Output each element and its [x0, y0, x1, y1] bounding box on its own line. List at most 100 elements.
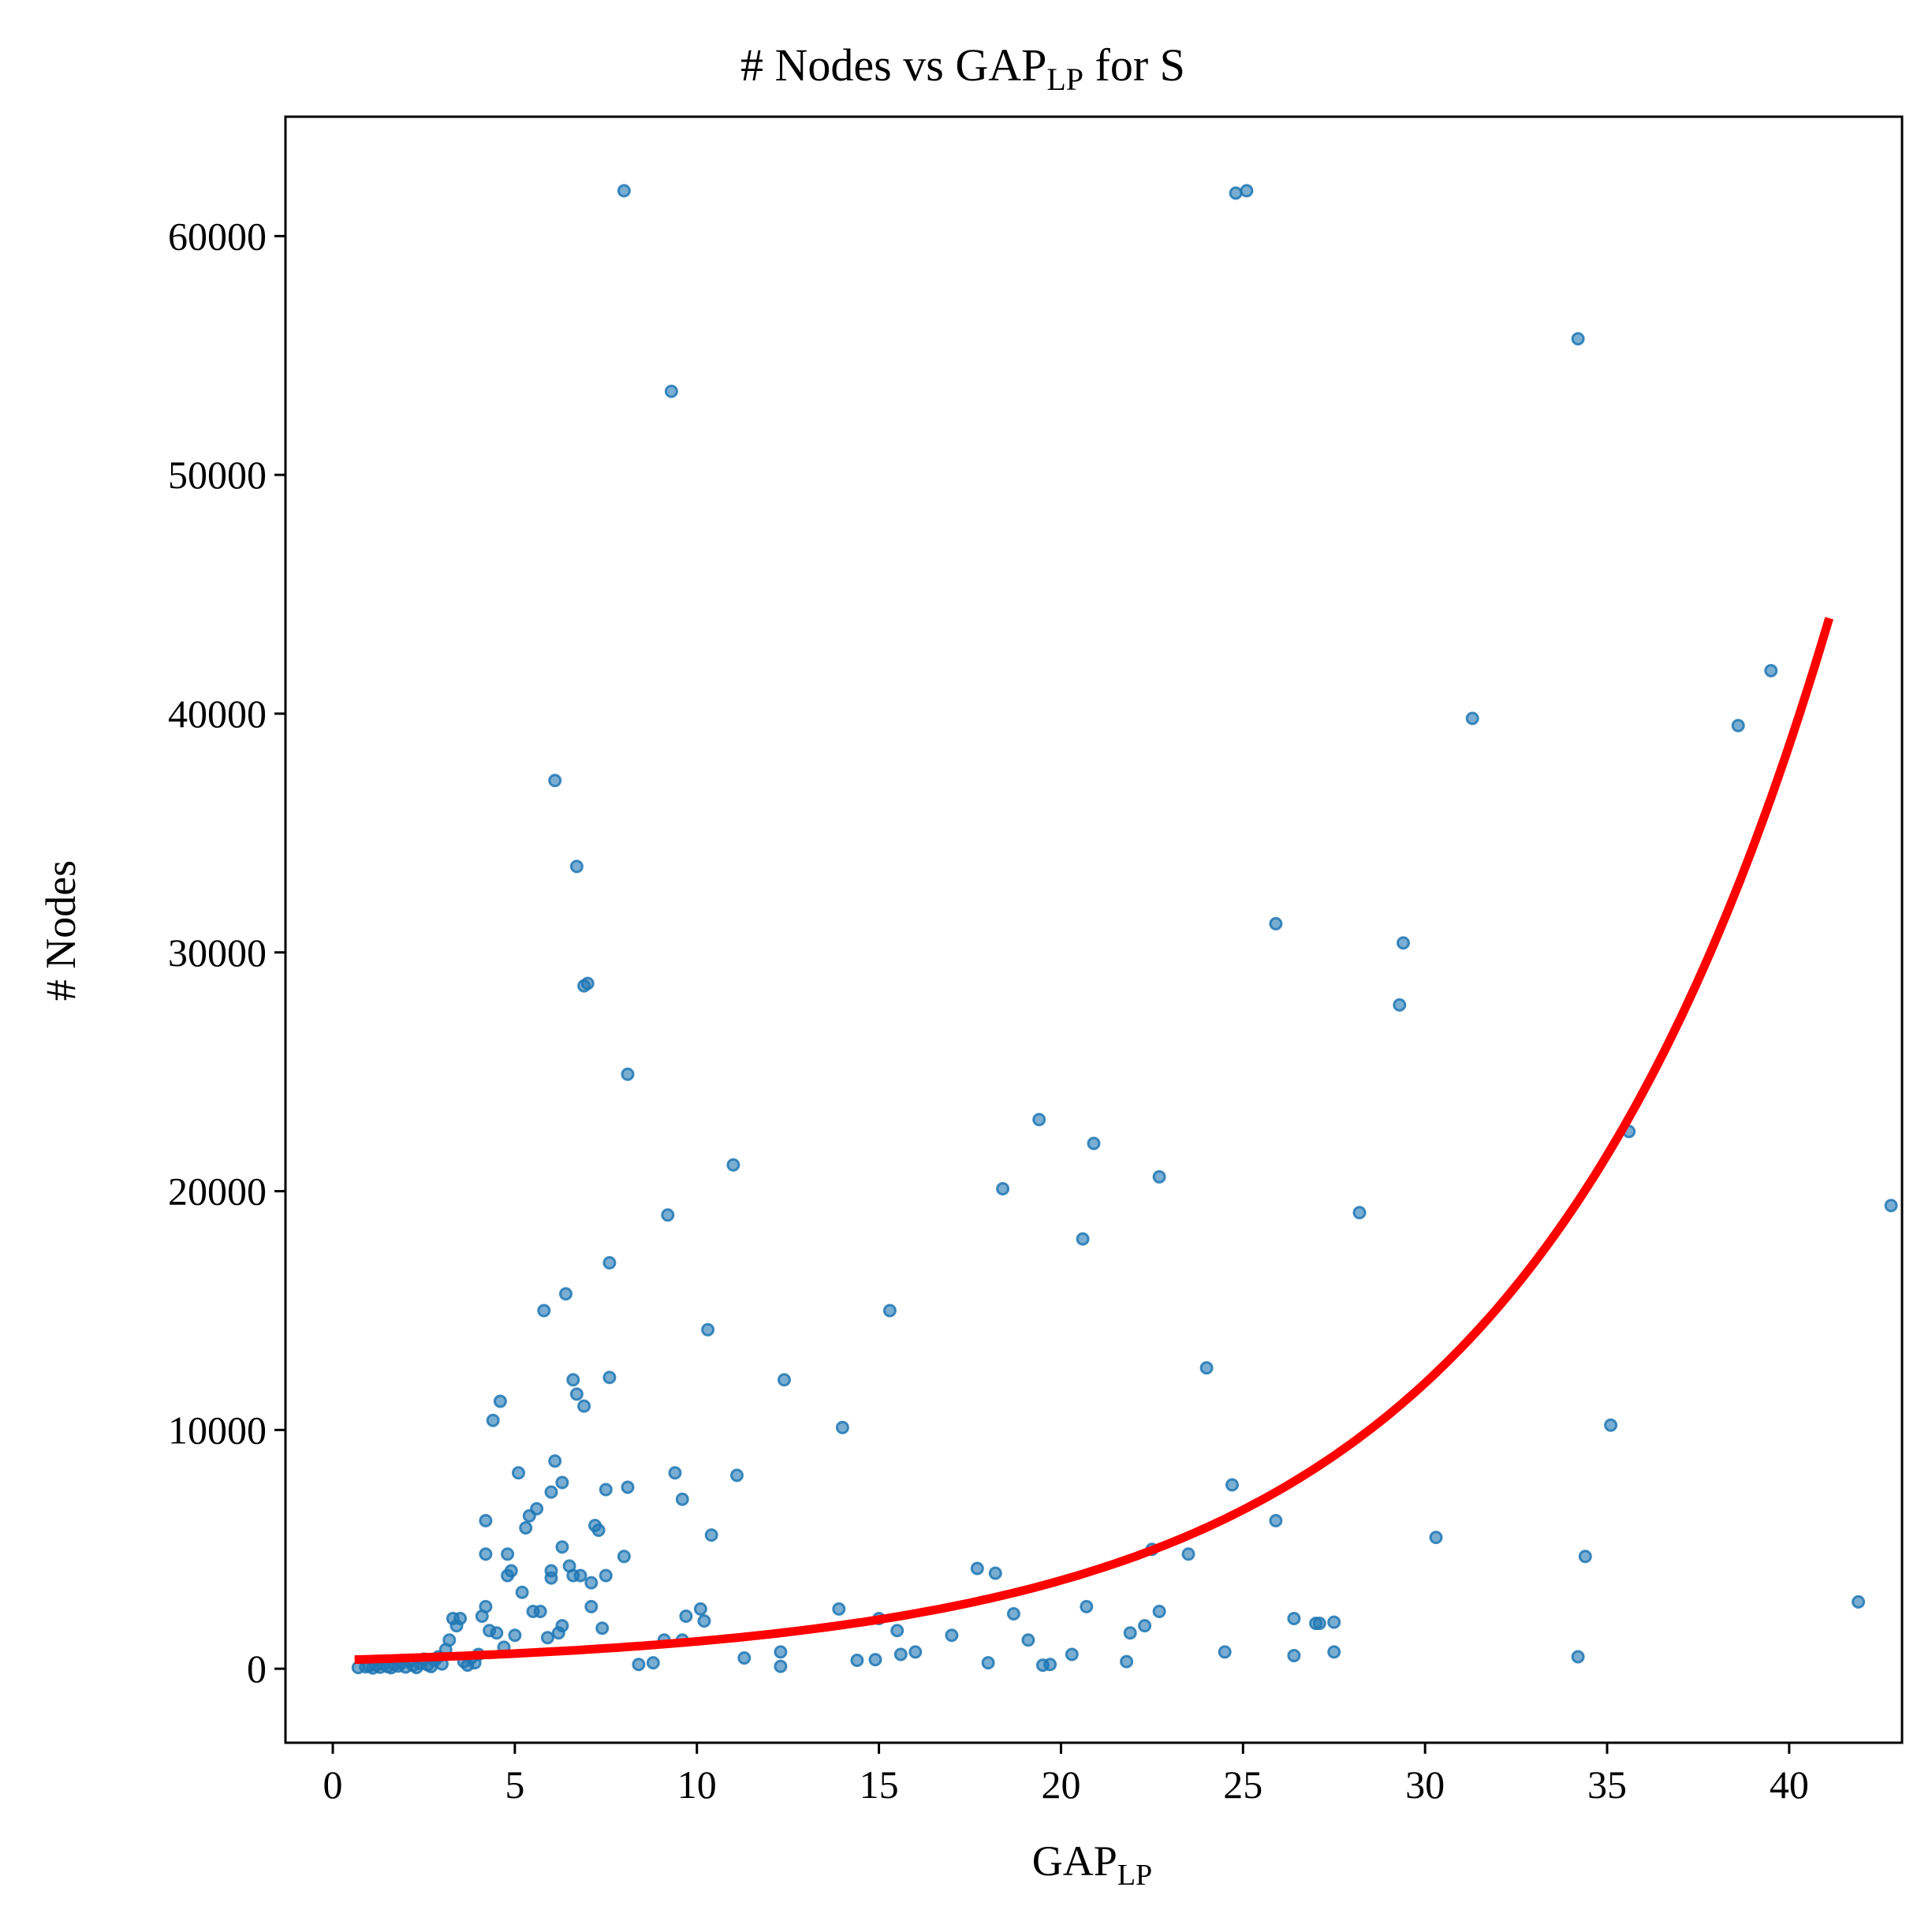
- scatter-point: [1021, 1633, 1035, 1647]
- scatter-point: [1269, 1513, 1283, 1527]
- scatter-point: [1429, 1531, 1443, 1545]
- scatter-point: [1571, 332, 1585, 346]
- scatter-point: [1393, 998, 1407, 1012]
- scatter-point: [701, 1322, 715, 1337]
- scatter-point: [530, 1501, 544, 1516]
- scatter-point: [890, 1624, 904, 1638]
- scatter-point: [1152, 1605, 1166, 1618]
- scatter-point: [661, 1208, 675, 1222]
- scatter-points: [351, 184, 1898, 1675]
- scatter-point: [1123, 1626, 1137, 1640]
- scatter-point: [832, 1602, 846, 1616]
- scatter-point: [453, 1612, 468, 1625]
- x-tick-label: 25: [1223, 1762, 1263, 1807]
- scatter-point: [595, 1621, 610, 1635]
- scatter-point: [442, 1633, 457, 1647]
- scatter-point: [617, 1550, 631, 1564]
- scatter-point: [544, 1485, 558, 1499]
- scatter-point: [1287, 1612, 1301, 1625]
- scatter-point: [508, 1628, 522, 1643]
- scatter-point: [646, 1656, 660, 1670]
- y-tick-label: 60000: [168, 214, 267, 258]
- y-tick-label: 0: [247, 1647, 267, 1691]
- scatter-point: [479, 1599, 493, 1613]
- scatter-point: [540, 1631, 554, 1645]
- scatter-point: [1287, 1649, 1301, 1662]
- scatter-point: [1065, 1647, 1079, 1662]
- scatter-point: [479, 1547, 493, 1561]
- scatter-point: [632, 1658, 646, 1672]
- scatter-point: [893, 1647, 908, 1662]
- scatter-point: [501, 1547, 515, 1561]
- chart-title-subscript: LP: [1046, 62, 1083, 97]
- y-tick-label: 20000: [168, 1169, 267, 1214]
- scatter-point: [850, 1654, 864, 1667]
- scatter-point: [1087, 1136, 1101, 1151]
- scatter-point: [559, 1287, 573, 1301]
- scatter-point: [1120, 1654, 1134, 1669]
- scatter-point: [693, 1602, 707, 1616]
- scatter-point: [996, 1182, 1010, 1195]
- scatter-point: [1604, 1418, 1618, 1432]
- scatter-point: [1731, 718, 1745, 733]
- x-tick-label: 35: [1587, 1762, 1627, 1807]
- y-tick-label: 50000: [168, 453, 267, 497]
- scatter-point: [774, 1659, 788, 1673]
- x-tick-label: 40: [1770, 1762, 1809, 1807]
- scatter-point: [1199, 1361, 1214, 1375]
- scatter-point: [580, 976, 595, 990]
- scatter-point: [675, 1492, 689, 1506]
- scatter-point: [882, 1304, 897, 1318]
- scatter-point: [679, 1609, 693, 1623]
- scatter-point: [1080, 1599, 1094, 1613]
- scatter-point: [569, 860, 584, 874]
- scatter-point: [1138, 1619, 1152, 1633]
- y-axis-label: # Nodes: [37, 860, 84, 1001]
- scatter-point: [584, 1599, 599, 1613]
- x-tick-label: 10: [677, 1762, 717, 1807]
- scatter-point: [533, 1605, 547, 1618]
- scatter-point: [1006, 1607, 1020, 1621]
- scatter-point: [774, 1645, 788, 1659]
- x-axis-label: GAPLP: [1032, 1837, 1152, 1892]
- y-tick-label: 10000: [168, 1408, 267, 1452]
- y-tick-label: 30000: [168, 931, 267, 975]
- x-tick-label: 5: [505, 1762, 524, 1807]
- scatter-point: [1269, 916, 1283, 931]
- scatter-point: [544, 1564, 558, 1578]
- scatter-point: [566, 1373, 580, 1387]
- scatter-point: [970, 1561, 984, 1576]
- scatter-point: [519, 1521, 533, 1535]
- plot-frame: [284, 115, 1904, 1744]
- scatter-point: [548, 1454, 562, 1468]
- scatter-point: [835, 1420, 849, 1434]
- scatter-point: [704, 1528, 718, 1542]
- scatter-point: [1229, 186, 1243, 200]
- scatter-point: [1225, 1478, 1239, 1492]
- scatter-point: [737, 1651, 752, 1665]
- scatter-point: [486, 1413, 500, 1427]
- scatter-point: [1571, 1650, 1585, 1664]
- scatter-point: [1043, 1658, 1057, 1672]
- x-axis-ticks: 0 5 10 15 20 25 30 35 40: [323, 1743, 1809, 1807]
- scatter-point: [778, 1373, 791, 1387]
- scatter-point: [1884, 1199, 1898, 1213]
- scatter-point: [621, 1067, 635, 1081]
- scatter-point: [1032, 1113, 1046, 1127]
- scatter-point: [1181, 1547, 1195, 1561]
- scatter-point: [1852, 1594, 1866, 1609]
- scatter-point: [537, 1304, 551, 1318]
- y-axis-ticks: 0 10000 20000 30000 40000 50000 60000: [168, 214, 285, 1691]
- scatter-point: [515, 1585, 529, 1599]
- scatter-point: [726, 1158, 740, 1172]
- scatter-point: [1240, 184, 1254, 198]
- scatter-point: [664, 384, 678, 398]
- scatter-point: [945, 1628, 959, 1643]
- scatter-point: [599, 1568, 613, 1583]
- scatter-point: [504, 1564, 518, 1578]
- scatter-point: [981, 1656, 995, 1670]
- chart-title: # Nodes vs GAPLP for S: [740, 39, 1185, 97]
- scatter-point: [668, 1466, 682, 1480]
- fit-curve: [354, 617, 1833, 1665]
